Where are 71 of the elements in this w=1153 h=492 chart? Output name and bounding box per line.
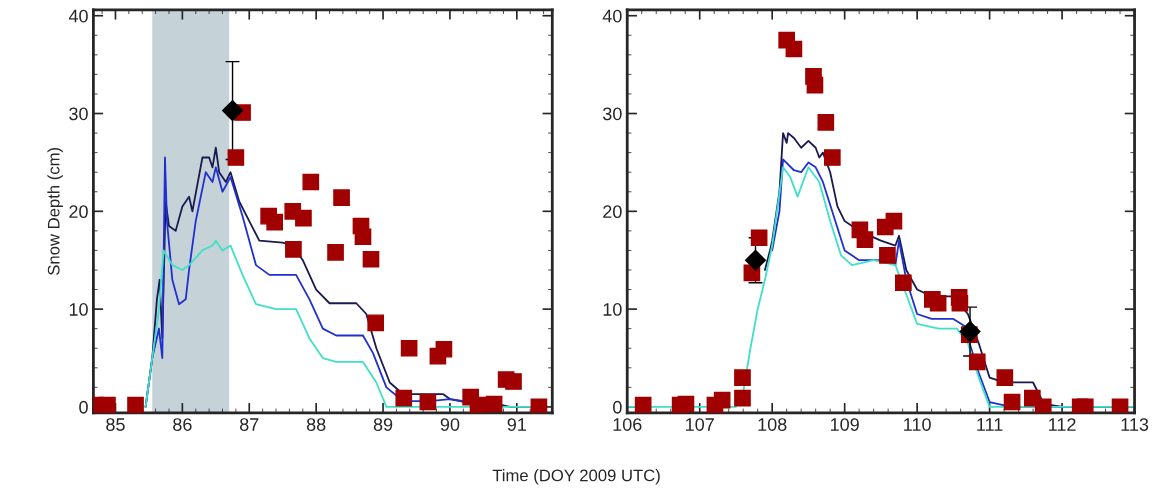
point bbox=[1076, 398, 1094, 413]
point bbox=[968, 353, 986, 371]
x-tick-label: 106 bbox=[613, 418, 642, 431]
point bbox=[734, 389, 751, 407]
x-tick-label: 86 bbox=[173, 418, 192, 431]
point bbox=[362, 250, 380, 268]
point bbox=[285, 241, 302, 258]
point bbox=[419, 393, 437, 411]
x-tick-label: 90 bbox=[440, 418, 460, 431]
point bbox=[266, 213, 284, 231]
x-tick-label: 110 bbox=[904, 418, 931, 431]
point bbox=[333, 189, 350, 206]
point bbox=[929, 294, 947, 312]
point bbox=[485, 395, 503, 413]
y-tick-label: 40 bbox=[602, 9, 622, 23]
point bbox=[400, 339, 418, 357]
y-tick-label: 40 bbox=[68, 9, 88, 23]
x-tick-label: 112 bbox=[1049, 418, 1076, 431]
x-tick-label: 107 bbox=[686, 418, 714, 431]
point bbox=[806, 76, 824, 94]
point bbox=[227, 149, 245, 166]
y-tick-label: 30 bbox=[602, 107, 622, 121]
point bbox=[744, 249, 767, 271]
point bbox=[127, 396, 144, 413]
point bbox=[222, 100, 244, 122]
point bbox=[951, 294, 969, 312]
x-tick-label: 89 bbox=[373, 418, 393, 431]
point bbox=[785, 40, 803, 58]
x-tick-label: 109 bbox=[830, 418, 859, 431]
point bbox=[302, 173, 320, 191]
point bbox=[996, 369, 1014, 386]
point bbox=[734, 369, 751, 386]
line-series bbox=[627, 166, 1135, 408]
y-tick-label: 20 bbox=[69, 205, 88, 219]
point bbox=[367, 314, 385, 332]
point bbox=[885, 212, 903, 230]
point bbox=[354, 228, 372, 246]
x-tick-label: 113 bbox=[1121, 418, 1149, 431]
x-tick-label: 108 bbox=[758, 418, 787, 431]
point bbox=[713, 391, 731, 409]
y-tick-label: 10 bbox=[69, 303, 88, 316]
point bbox=[824, 149, 841, 166]
point bbox=[99, 396, 116, 413]
y-axis-title: Snow Depth (cm) bbox=[47, 147, 63, 275]
point bbox=[959, 321, 981, 343]
point bbox=[817, 113, 835, 131]
point bbox=[634, 396, 652, 413]
point bbox=[1003, 393, 1021, 411]
y-tick-label: 10 bbox=[603, 303, 622, 316]
point bbox=[295, 209, 312, 227]
y-tick-label: 20 bbox=[603, 205, 622, 219]
x-axis-title: Time (DOY 2009 UTC) bbox=[492, 469, 660, 485]
point bbox=[856, 231, 874, 249]
x-tick-label: 88 bbox=[306, 418, 326, 431]
x-tick-label: 91 bbox=[507, 418, 526, 431]
point bbox=[327, 244, 344, 261]
point bbox=[677, 395, 695, 413]
point bbox=[750, 229, 768, 247]
y-tick-label: 0 bbox=[79, 400, 88, 414]
point bbox=[395, 389, 413, 407]
y-tick-label: 30 bbox=[69, 107, 88, 121]
point bbox=[505, 373, 522, 390]
point bbox=[435, 340, 453, 358]
x-tick-label: 85 bbox=[106, 418, 125, 431]
point bbox=[1034, 398, 1052, 413]
point bbox=[879, 246, 896, 264]
x-tick-label: 87 bbox=[240, 418, 259, 431]
x-tick-label: 111 bbox=[977, 418, 1003, 431]
point bbox=[895, 274, 912, 292]
y-tick-label: 0 bbox=[613, 400, 622, 414]
point bbox=[469, 396, 487, 413]
